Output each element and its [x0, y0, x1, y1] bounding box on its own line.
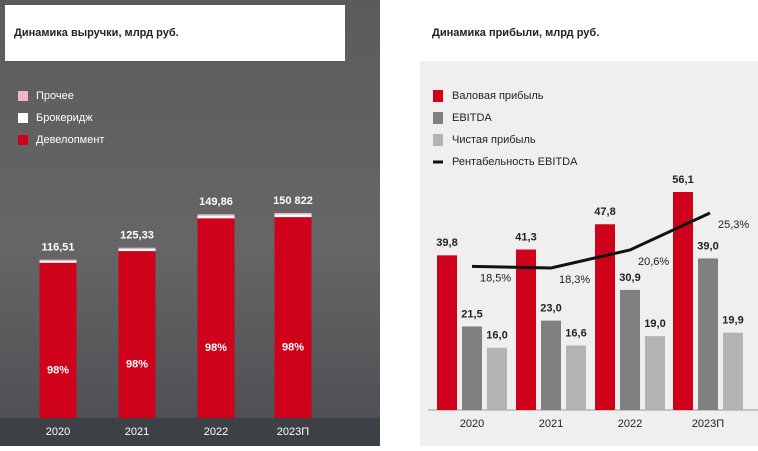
revenue-chart: Динамика выручки, млрд руб. Прочее Брокери…	[14, 27, 313, 438]
line-label: 18,3%	[559, 274, 590, 286]
legend-label: Прочее	[36, 90, 74, 102]
x-tick-label: 2021	[539, 418, 563, 430]
bar-segment	[118, 248, 156, 252]
total-label: 116,51	[41, 242, 74, 254]
bar	[566, 345, 586, 410]
bar-label: 98%	[126, 358, 148, 370]
bar	[698, 258, 718, 410]
x-tick-label: 2020	[460, 418, 484, 430]
bar-label: 41,3	[515, 231, 536, 243]
bar-segment	[39, 260, 77, 263]
legend-swatch	[18, 135, 28, 145]
bar	[487, 347, 507, 410]
legend-swatch	[433, 134, 443, 146]
bar-label: 39,0	[697, 240, 718, 252]
x-tick-label: 2023П	[277, 426, 309, 438]
bar	[516, 249, 536, 410]
line-label: 18,5%	[480, 272, 511, 284]
bar-label: 21,5	[461, 308, 482, 320]
x-tick-label: 2022	[618, 418, 642, 430]
bar-segment	[39, 259, 77, 261]
x-tick-label: 2020	[46, 426, 70, 438]
total-label: 125,33	[120, 230, 154, 242]
left-header	[5, 5, 345, 61]
bar-label: 56,1	[672, 174, 693, 186]
bar-segment	[39, 262, 77, 418]
x-tick-label: 2022	[204, 426, 228, 438]
bar	[437, 255, 457, 410]
line-label: 25,3%	[718, 219, 749, 231]
bar-label: 98%	[282, 341, 304, 353]
legend-label: Чистая прибыль	[452, 134, 536, 146]
line	[471, 211, 711, 270]
bar	[462, 326, 482, 410]
legend-label: Рентабельность EBITDA	[452, 156, 578, 168]
bar	[595, 224, 615, 410]
line-label: 20,6%	[638, 256, 669, 268]
bar-segment	[197, 214, 235, 216]
bar-label: 16,6	[565, 327, 586, 339]
right-header	[420, 5, 758, 61]
total-label: 150 822	[273, 195, 313, 207]
legend-label: Брокеридж	[36, 112, 93, 124]
bar-segment	[197, 215, 235, 219]
legend-swatch	[18, 91, 28, 101]
legend-label: Валовая прибыль	[452, 90, 544, 102]
legend-swatch	[18, 113, 28, 123]
bar-label: 98%	[205, 342, 227, 354]
bar-label: 23,0	[540, 303, 561, 315]
profit-chart: Динамика прибыли, млрд руб. Валовая прибы…	[432, 27, 749, 430]
bar	[645, 336, 665, 410]
bar-segment	[274, 213, 312, 215]
bar-segment	[118, 251, 156, 418]
bar-label: 30,9	[619, 272, 640, 284]
legend-label: EBITDA	[452, 112, 492, 124]
bar-label: 19,9	[722, 315, 743, 327]
total-label: 149,86	[199, 196, 233, 208]
legend-label: Девелопмент	[36, 134, 104, 146]
bar	[541, 320, 561, 410]
bar-segment	[118, 247, 156, 249]
bar-label: 98%	[47, 364, 69, 376]
bar-label: 47,8	[594, 206, 615, 218]
chart-title: Динамика прибыли, млрд руб.	[432, 27, 599, 39]
x-tick-label: 2023П	[692, 418, 724, 430]
left-axis-strip	[0, 418, 380, 446]
bar-segment	[274, 214, 312, 218]
legend-swatch	[433, 90, 443, 102]
bar	[723, 332, 743, 410]
bar	[673, 192, 693, 410]
chart-title: Динамика выручки, млрд руб.	[14, 27, 179, 39]
x-tick-label: 2021	[125, 426, 149, 438]
bar-label: 19,0	[644, 318, 665, 330]
bar-label: 16,0	[486, 330, 507, 342]
bar-segment	[274, 217, 312, 418]
legend-swatch	[433, 112, 443, 124]
bar-segment	[197, 218, 235, 418]
bar-label: 39,8	[436, 237, 457, 249]
bar	[620, 289, 640, 410]
